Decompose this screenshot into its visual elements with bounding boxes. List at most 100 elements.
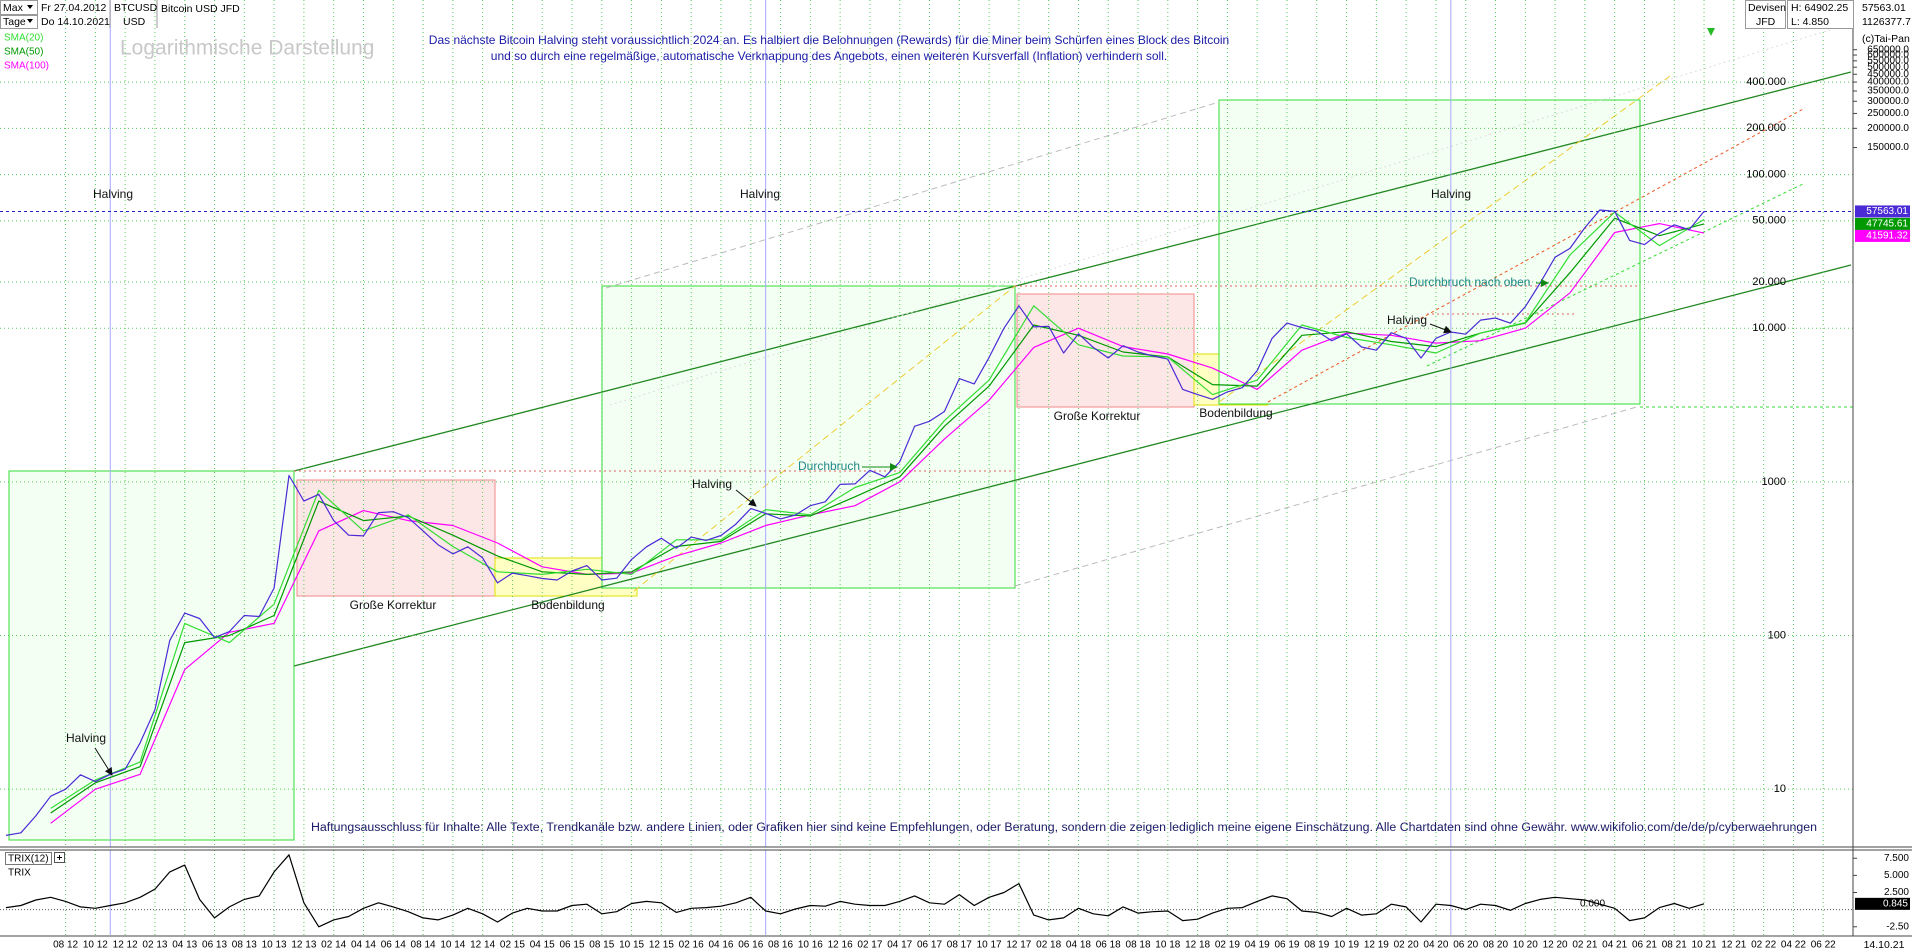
value-box [1855,897,1910,910]
last-date: 14.10.21 [1864,939,1905,951]
series-line [5,209,1705,836]
trend-line [293,264,1852,667]
indicator-title[interactable]: TRIX(12) [8,854,49,865]
x-tick-label: 08 16 [768,940,793,951]
trend-line [293,71,1852,472]
x-tick-label: 08 18 [1126,940,1151,951]
dashed-line [1426,182,1806,367]
x-tick-label: 08 21 [1662,940,1687,951]
x-tick-label: 06 16 [738,940,763,951]
x-tick-label: 08 12 [53,940,78,951]
halving-label: Halving [1387,313,1427,327]
annotation-shapes [8,29,1853,841]
x-tick-label: 08 15 [589,940,614,951]
x-tick-label: 12 14 [470,940,495,951]
indicator-box[interactable] [5,852,52,865]
x-tick-label: 06 14 [381,940,406,951]
dropdown-arrow [27,5,33,9]
x-tick-label: 10 19 [1334,940,1359,951]
note: Das nächste Bitcoin Halving steht voraus… [429,33,1229,47]
legend-entry: SMA(20) [4,33,43,44]
x-tick-label: 10 16 [798,940,823,951]
x-tick-label: 06 15 [560,940,585,951]
x-tick-label: 04 20 [1423,940,1448,951]
x-tick-label: 06 17 [917,940,942,951]
x-tick-label: 10 17 [977,940,1002,951]
x-tick-label: 08 19 [1304,940,1329,951]
x-tick-label: 12 13 [291,940,316,951]
x-tick-label: 10 20 [1513,940,1538,951]
x-tick-label: 12 18 [1185,940,1210,951]
indicator-name: TRIX [8,868,31,879]
halving-label: Halving [692,477,732,491]
x-tick-label: 02 19 [1215,940,1240,951]
zero-label: 0.000 [1580,898,1605,909]
x-tick-label: 08 14 [411,940,436,951]
y-tick-label: 200.000 [1746,122,1786,134]
market: Devisen [1748,2,1786,14]
y-tick-label: 200000.0 [1867,123,1909,134]
value-box [1855,217,1910,230]
y-tick-label: 550000.0 [1867,55,1909,66]
series-line [5,854,1705,928]
x-tick-label: 04 15 [530,940,555,951]
broker: JFD [1756,16,1776,28]
disclaimer: Haftungsausschluss für Inhalte: Alle Tex… [311,822,1817,834]
channel-box [601,285,1016,589]
y-tick-label: 1000 [1762,476,1786,488]
correction-label: Große Korrektur [350,598,437,612]
series-line [50,217,1705,814]
currency: USD [123,16,146,28]
dashed-line [1014,405,1641,587]
halving-label: Halving [66,731,106,745]
scale-top: 1126377.7 [1862,16,1911,28]
x-tick-label: 10 21 [1692,940,1717,951]
breakout-label: Durchbruch [798,459,860,473]
y-tick-label: 400000.0 [1867,77,1909,88]
last-price: 57563.01 [1862,2,1906,14]
x-tick-label: 12 20 [1543,940,1568,951]
halving-label: Halving [1431,187,1471,201]
x-tick-label: 06 18 [1096,940,1121,951]
y-tick-label: 5.000 [1884,870,1909,881]
value-box-label: 57563.01 [1866,206,1908,217]
period[interactable]: Max [3,2,24,14]
x-tick-label: 04 21 [1602,940,1627,951]
to-date: Do 14.10.2021 [41,16,110,28]
x-tick-label: 12 17 [1006,940,1031,951]
series-line [50,223,1705,824]
x-tick-label: 04 18 [1066,940,1091,951]
y-tick-label: -2.50 [1886,921,1909,932]
x-tick-label: 04 17 [887,940,912,951]
dropdown[interactable] [0,0,38,15]
interval[interactable]: Tage [3,16,26,28]
data-layer [0,0,1853,847]
halving-label: Halving [740,187,780,201]
copyright: (c)Tai-Pan [1862,33,1910,45]
bottom-label: Bodenbildung [1199,406,1272,420]
x-tick-label: 02 17 [857,940,882,951]
trix-layer [0,850,1853,935]
value-box-label: 41591.32 [1866,231,1908,242]
high: H: 64902.25 [1791,2,1848,14]
y-tick-label: 600000.0 [1867,50,1909,61]
y-tick-label: 20.000 [1752,276,1786,288]
x-tick-label: 02 21 [1572,940,1597,951]
y-tick-label: 50.000 [1752,215,1786,227]
y-tick-label: 450000.0 [1867,69,1909,80]
breakout-label: Durchbruch nach oben [1409,275,1530,289]
x-tick-label: 04 22 [1781,940,1806,951]
dropdown[interactable] [0,15,38,29]
x-tick-label: 06 19 [1274,940,1299,951]
y-tick-label: 400.000 [1746,76,1786,88]
y-tick-label: 300000.0 [1867,96,1909,107]
value-box-label: 0.845 [1883,898,1908,909]
x-tick-label: 02 13 [142,940,167,951]
y-tick-label: 350000.0 [1867,86,1909,97]
value-box-label: 47745.61 [1866,219,1908,230]
x-tick-label: 06 20 [1453,940,1478,951]
dropdown-arrow [27,19,33,23]
x-tick-label: 06 22 [1811,940,1836,951]
